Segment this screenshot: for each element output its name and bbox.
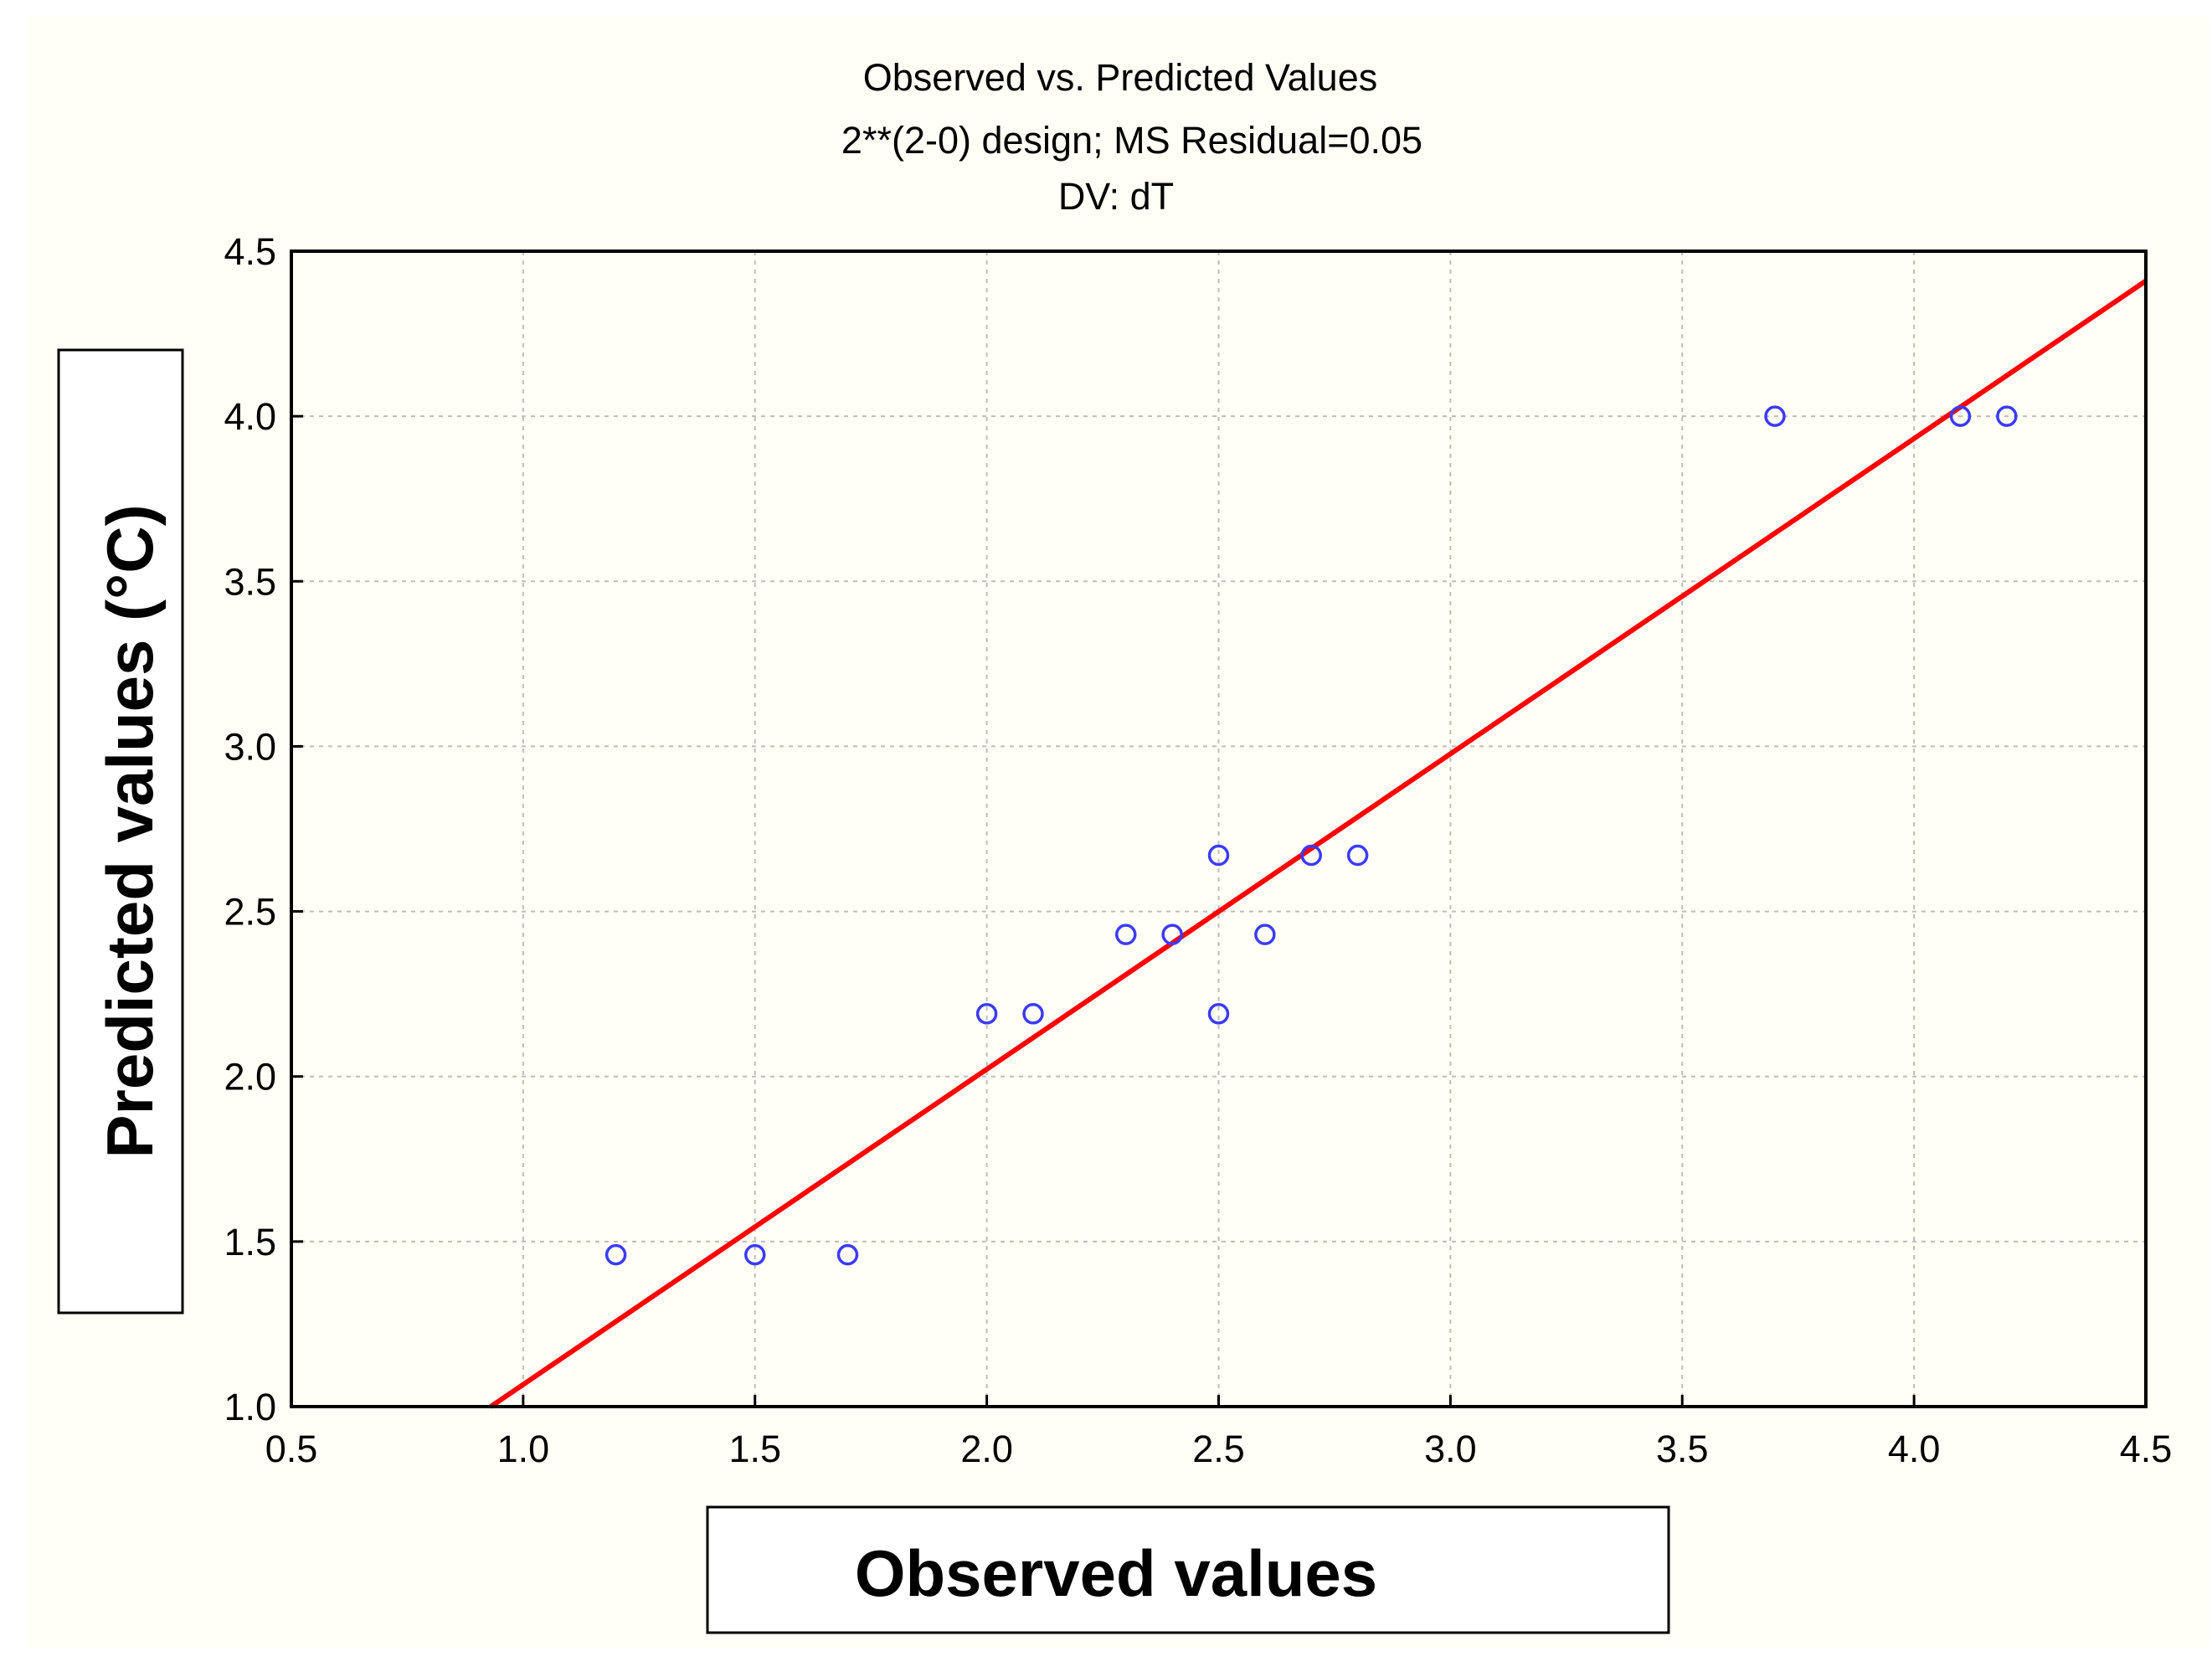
- x-axis-ticks: 0.5 1.0 1.5 2.0 2.5 3.0 3.5 4.0 4.5: [265, 1395, 2173, 1470]
- y-axis-label-box: Predicted values (°C): [57, 348, 184, 1315]
- data-point: [1300, 844, 1322, 867]
- x-tick-label: 0.5: [265, 1428, 318, 1470]
- title-line-1: Observed vs. Predicted Values: [863, 56, 1377, 99]
- data-point: [1161, 924, 1183, 945]
- data-point: [836, 1243, 859, 1266]
- data-point: [1207, 1003, 1230, 1025]
- y-tick-label: 2.5: [224, 891, 276, 934]
- data-point: [604, 1243, 627, 1266]
- title-line-2: 2**(2-0) design; MS Residual=0.05: [841, 119, 1422, 162]
- data-points: [604, 405, 2018, 1266]
- title-line-3: DV: dT: [1058, 175, 1174, 218]
- data-point: [975, 1003, 998, 1025]
- data-point: [1764, 405, 1786, 427]
- y-tick-label: 3.5: [224, 560, 276, 603]
- x-axis-label: Observed values: [855, 1536, 1377, 1610]
- data-point: [1254, 924, 1276, 945]
- x-tick-label: 1.5: [728, 1428, 781, 1470]
- y-tick-label: 3.0: [224, 725, 276, 768]
- y-tick-label: 4.5: [224, 230, 276, 273]
- chart-title: Observed vs. Predicted Values 2**(2-0) d…: [841, 56, 1422, 218]
- fit-line-group: [489, 279, 2148, 1409]
- x-tick-label: 3.0: [1424, 1428, 1477, 1470]
- x-tick-label: 4.0: [1888, 1428, 1941, 1470]
- y-axis-ticks: 1.0 1.5 2.0 2.5 3.0 3.5 4.0 4.5: [224, 230, 303, 1428]
- data-point: [1207, 844, 1230, 867]
- x-tick-label: 2.5: [1192, 1428, 1245, 1470]
- data-point: [744, 1243, 766, 1266]
- data-point: [1346, 844, 1369, 867]
- y-tick-label: 1.0: [224, 1386, 276, 1428]
- y-tick-label: 1.5: [224, 1221, 276, 1263]
- data-point: [1996, 405, 2018, 427]
- fit-line: [489, 279, 2148, 1409]
- chart-panel: [27, 17, 2209, 1648]
- data-point: [1949, 405, 1972, 427]
- plot-frame: [290, 250, 2148, 1408]
- y-tick-label: 4.0: [224, 395, 276, 438]
- x-tick-label: 1.0: [497, 1428, 550, 1470]
- y-tick-label: 2.0: [224, 1056, 276, 1098]
- grid-lines: [291, 251, 2146, 1407]
- x-axis-label-box: Observed values: [706, 1505, 1670, 1634]
- x-tick-label: 3.5: [1656, 1428, 1709, 1470]
- data-point: [1115, 924, 1137, 945]
- data-point: [1022, 1003, 1044, 1025]
- x-tick-label: 4.5: [2120, 1428, 2173, 1470]
- y-axis-label: Predicted values (°C): [93, 504, 167, 1158]
- x-tick-label: 2.0: [960, 1428, 1013, 1470]
